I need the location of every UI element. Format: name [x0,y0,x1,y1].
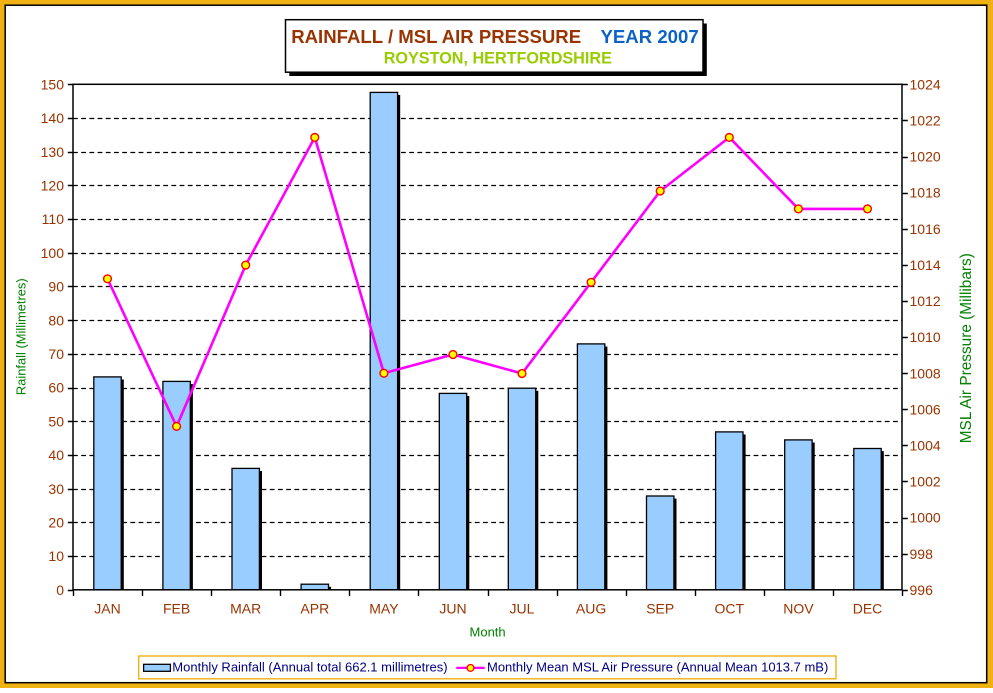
svg-text:APR: APR [300,601,329,617]
svg-text:AUG: AUG [576,601,606,617]
svg-text:MAR: MAR [230,601,261,617]
svg-text:ROYSTON, HERTFORDSHIRE: ROYSTON, HERTFORDSHIRE [384,50,612,68]
svg-text:80: 80 [48,312,64,328]
svg-text:Rainfall (Millimetres): Rainfall (Millimetres) [14,278,29,395]
svg-text:40: 40 [48,447,64,463]
svg-text:140: 140 [41,110,65,126]
svg-text:JUN: JUN [439,601,466,617]
svg-text:100: 100 [41,245,65,261]
svg-text:10: 10 [48,548,64,564]
svg-text:OCT: OCT [715,601,745,617]
svg-text:1008: 1008 [910,365,941,381]
svg-text:1010: 1010 [910,329,941,345]
svg-text:Month: Month [470,625,506,640]
svg-text:1022: 1022 [910,113,941,129]
svg-text:20: 20 [48,515,64,531]
svg-text:SEP: SEP [646,601,674,617]
svg-text:1006: 1006 [910,401,941,417]
svg-text:110: 110 [42,211,65,227]
svg-text:130: 130 [41,144,65,160]
svg-text:DEC: DEC [853,601,883,617]
svg-text:70: 70 [48,346,64,362]
svg-text:60: 60 [48,380,64,396]
svg-text:120: 120 [41,178,65,194]
svg-text:NOV: NOV [783,601,814,617]
svg-text:1014: 1014 [910,257,941,273]
svg-text:MAY: MAY [369,601,399,617]
svg-text:30: 30 [48,481,64,497]
svg-text:Monthly Rainfall (Annual total: Monthly Rainfall (Annual total 662.1 mil… [172,659,447,674]
svg-text:JUL: JUL [510,601,535,617]
svg-text:0: 0 [56,582,64,598]
svg-text:150: 150 [41,76,65,92]
svg-text:FEB: FEB [163,601,190,617]
svg-text:1016: 1016 [910,221,941,237]
svg-text:998: 998 [910,546,934,562]
svg-text:90: 90 [48,279,64,295]
svg-text:1012: 1012 [910,293,941,309]
svg-text:996: 996 [910,582,934,598]
svg-text:MSL Air Pressure (Millibars): MSL Air Pressure (Millibars) [958,253,975,443]
svg-text:1004: 1004 [910,438,941,454]
svg-text:1002: 1002 [910,474,941,490]
svg-text:50: 50 [48,413,64,429]
svg-text:1018: 1018 [910,185,941,201]
svg-text:1000: 1000 [910,510,941,526]
svg-text:1020: 1020 [910,149,941,165]
svg-text:1024: 1024 [910,76,941,92]
svg-text:JAN: JAN [94,601,120,617]
svg-text:Monthly Mean MSL Air Pressure: Monthly Mean MSL Air Pressure (Annual Me… [487,659,828,674]
